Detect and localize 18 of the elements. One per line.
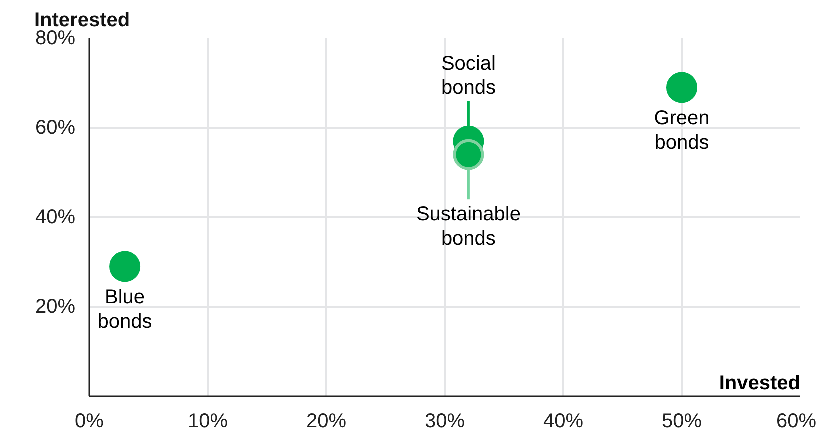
point [453, 139, 484, 170]
series-label: Blue bonds [98, 286, 152, 333]
x-tick-label: 40% [543, 410, 584, 432]
point [110, 251, 141, 282]
y-tick-label: 40% [35, 206, 76, 228]
y-tick-label: 20% [35, 296, 76, 318]
x-tick-label: 30% [424, 410, 466, 432]
x-tick-label: 50% [662, 410, 702, 432]
x-tick-label: 20% [306, 410, 347, 432]
series-label: Green bonds [654, 108, 710, 154]
series-label: Social bonds [441, 52, 496, 100]
x-axis-title: Invested [719, 372, 801, 394]
y-tick-label: 60% [35, 117, 76, 139]
x-tick-label: 10% [188, 410, 228, 432]
x-tick-label: 60% [776, 410, 816, 432]
point [666, 72, 698, 104]
x-tick-label: 0% [75, 410, 104, 432]
legend-label: Sustainable bonds [416, 204, 521, 250]
